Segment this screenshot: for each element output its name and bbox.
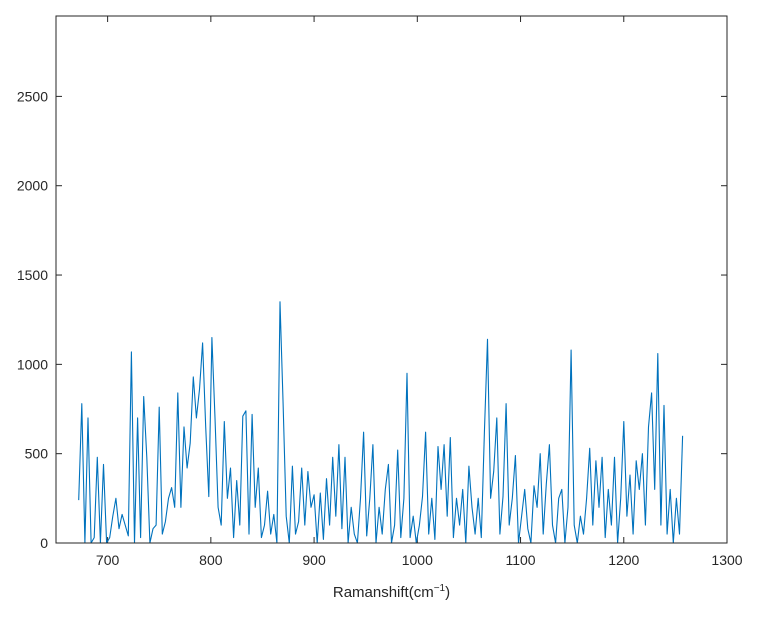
x-tick-label: 800 [199, 552, 223, 568]
x-axis-label-suffix: ) [445, 584, 450, 601]
y-tick-label: 0 [40, 535, 48, 551]
x-tick-label: 1000 [402, 552, 433, 568]
x-axis-label-text: Ramanshift(cm [333, 584, 434, 601]
series-line [78, 301, 684, 544]
y-tick-label: 2000 [17, 178, 48, 194]
x-tick-label: 700 [96, 552, 120, 568]
x-axis-label-superscript: −1 [434, 583, 446, 594]
tick-labels: 700 800 900 1000 1100 1200 1300 0 500 1000 1500 200… [17, 88, 743, 568]
x-tick-label: 900 [302, 552, 326, 568]
axes-box [55, 15, 728, 544]
y-tick-label: 1000 [17, 356, 48, 372]
ticks [56, 16, 728, 544]
y-tick-label: 500 [25, 446, 49, 462]
x-axis-label: Ramanshift(cm−1) [333, 583, 450, 601]
y-tick-label: 2500 [17, 88, 48, 104]
y-tick-label: 1500 [17, 267, 48, 283]
x-tick-label: 1100 [505, 552, 535, 568]
x-tick-label: 1300 [711, 552, 742, 568]
x-tick-label: 1200 [608, 552, 639, 568]
